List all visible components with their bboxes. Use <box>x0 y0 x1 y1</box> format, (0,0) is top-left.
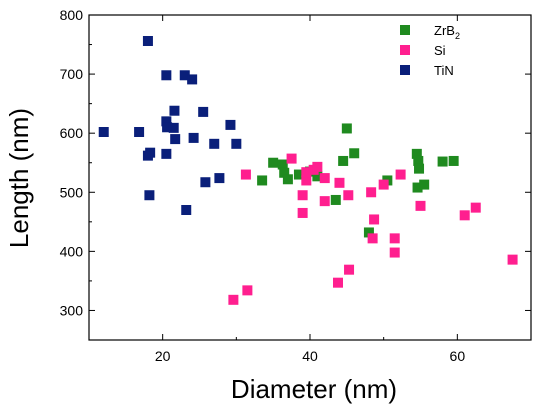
x-tick-label: 60 <box>450 348 466 364</box>
data-point-si <box>301 175 312 186</box>
data-point-zrb2 <box>414 163 425 174</box>
x-tick-label: 40 <box>302 348 318 364</box>
y-tick-label: 700 <box>60 66 84 82</box>
data-point-si <box>507 254 518 265</box>
x-tick-label: 20 <box>155 348 171 364</box>
y-tick-label: 400 <box>60 243 84 259</box>
data-point-zrb2 <box>411 148 422 159</box>
data-point-zrb2 <box>413 155 424 166</box>
legend-marker-tin <box>400 65 410 75</box>
legend-label-base: ZrB <box>434 23 455 38</box>
data-point-tin <box>145 147 156 158</box>
data-point-zrb2 <box>341 123 352 134</box>
data-point-si <box>319 196 330 207</box>
series-tin <box>98 36 242 215</box>
data-point-tin <box>98 127 109 137</box>
data-point-tin <box>161 116 172 127</box>
data-point-si <box>332 277 343 288</box>
y-tick-label: 800 <box>60 7 84 23</box>
data-point-si <box>334 177 345 188</box>
data-point-tin <box>170 134 181 145</box>
data-point-zrb2 <box>338 155 349 166</box>
legend: ZrB2 Si TiN <box>400 23 460 78</box>
data-point-si <box>415 200 426 211</box>
data-point-zrb2 <box>277 159 288 170</box>
data-point-si <box>319 173 330 184</box>
data-point-si <box>343 190 354 201</box>
data-point-zrb2 <box>330 194 341 205</box>
data-point-zrb2 <box>312 171 323 182</box>
data-point-tin <box>188 132 199 143</box>
x-axis-title: Diameter (nm) <box>231 374 397 404</box>
data-point-zrb2 <box>282 174 293 185</box>
data-point-tin <box>225 119 236 130</box>
data-point-tin <box>134 127 145 137</box>
data-point-zrb2 <box>349 148 360 159</box>
data-point-si <box>344 264 355 275</box>
legend-label-tin: TiN <box>434 63 454 78</box>
data-point-zrb2 <box>279 167 290 178</box>
data-point-tin <box>142 36 153 46</box>
y-tick-label: 300 <box>60 302 84 318</box>
data-point-si <box>459 210 470 221</box>
legend-marker-si <box>400 45 410 55</box>
data-point-si <box>389 247 400 258</box>
data-point-si <box>228 294 239 305</box>
data-point-si <box>378 179 389 190</box>
data-point-tin <box>209 138 220 149</box>
data-point-si <box>301 167 312 178</box>
data-point-tin <box>169 105 180 116</box>
data-point-zrb2 <box>268 157 279 168</box>
series-zrb2 <box>257 123 459 238</box>
data-point-si <box>389 233 400 244</box>
data-point-si <box>312 161 323 172</box>
legend-label-subscript: 2 <box>455 31 460 41</box>
y-tick-label: 600 <box>60 125 84 141</box>
data-point-tin <box>168 122 179 133</box>
data-point-tin <box>144 190 155 201</box>
data-point-tin <box>231 138 242 149</box>
data-point-si <box>395 169 406 180</box>
data-point-zrb2 <box>293 169 304 180</box>
data-point-tin <box>161 70 172 81</box>
data-point-zrb2 <box>257 175 268 186</box>
data-point-si <box>366 187 377 198</box>
data-point-si <box>297 207 308 218</box>
legend-marker-zrb2 <box>400 25 410 35</box>
data-point-zrb2 <box>412 182 423 193</box>
data-point-si <box>369 214 380 225</box>
data-point-si <box>286 153 297 164</box>
data-point-si <box>297 190 308 201</box>
legend-label-zrb2: ZrB2 <box>434 23 460 41</box>
y-tick-label: 500 <box>60 184 84 200</box>
data-point-zrb2 <box>363 227 374 238</box>
data-point-zrb2 <box>437 156 448 167</box>
data-point-tin <box>214 173 225 184</box>
data-point-si <box>367 233 378 244</box>
data-points <box>98 36 518 305</box>
data-point-tin <box>200 177 211 188</box>
data-point-si <box>242 285 253 296</box>
series-si <box>228 153 518 305</box>
data-point-si <box>470 202 481 213</box>
data-point-si <box>240 169 251 180</box>
data-point-tin <box>187 74 198 85</box>
data-point-tin <box>198 106 209 117</box>
legend-label-si: Si <box>434 43 446 58</box>
data-point-zrb2 <box>448 155 459 166</box>
data-point-tin <box>162 122 173 133</box>
data-point-tin <box>161 148 172 159</box>
data-point-zrb2 <box>419 179 430 190</box>
data-point-tin <box>181 205 192 215</box>
data-point-tin <box>179 70 190 81</box>
axis-ticks: 20 40 60 300 400 500 600 700 800 <box>60 7 532 364</box>
y-axis-title: Length (nm) <box>4 108 34 248</box>
